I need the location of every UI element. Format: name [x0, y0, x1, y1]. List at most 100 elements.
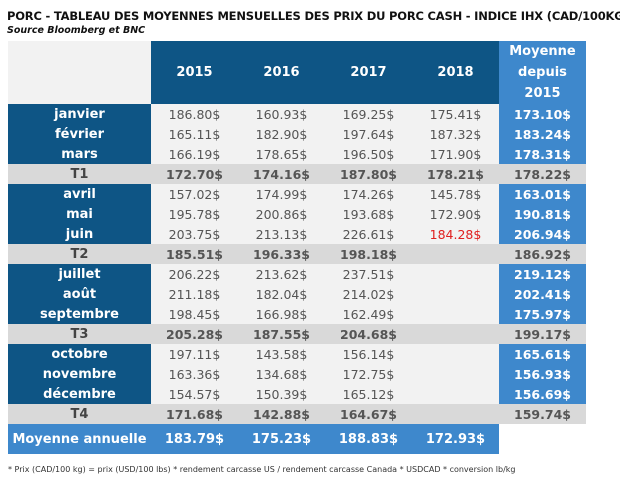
value-cell: 184.28$ — [412, 224, 499, 244]
value-cell: 165.12$ — [325, 384, 412, 404]
month-row: mai 195.78$ 200.86$ 193.68$ 172.90$ 190.81$ — [8, 204, 586, 224]
value-cell: 174.99$ — [238, 184, 325, 204]
row-label: septembre — [8, 304, 151, 324]
month-row: avril 157.02$ 174.99$ 174.26$ 145.78$ 163.01$ — [8, 184, 586, 204]
annual-average-row: Moyenne annuelle 183.79$ 175.23$ 188.83$ 172… — [8, 424, 586, 454]
value-cell — [412, 304, 499, 324]
footnote: * Prix (CAD/100 kg) = prix (USD/100 lbs)… — [8, 465, 516, 474]
value-cell: 200.86$ — [238, 204, 325, 224]
value-cell: 171.68$ — [151, 404, 238, 424]
header-year: 2018 — [412, 41, 499, 104]
average-cell: 219.12$ — [499, 264, 586, 284]
value-cell: 213.62$ — [238, 264, 325, 284]
value-cell: 178.21$ — [412, 164, 499, 184]
row-label: T4 — [8, 404, 151, 424]
value-cell — [412, 284, 499, 304]
header-year: 2016 — [238, 41, 325, 104]
value-cell: 156.14$ — [325, 344, 412, 364]
source-note: Source Bloomberg et BNC — [7, 25, 146, 36]
average-cell: 190.81$ — [499, 204, 586, 224]
average-cell: 163.01$ — [499, 184, 586, 204]
row-label: octobre — [8, 344, 151, 364]
value-cell: 193.68$ — [325, 204, 412, 224]
value-cell: 178.65$ — [238, 144, 325, 164]
value-cell: 142.88$ — [238, 404, 325, 424]
row-label: juillet — [8, 264, 151, 284]
quarter-row: T3 205.28$ 187.55$ 204.68$ 199.17$ — [8, 324, 586, 344]
value-cell: 165.11$ — [151, 124, 238, 144]
value-cell: 174.26$ — [325, 184, 412, 204]
value-cell: 198.18$ — [325, 244, 412, 264]
value-cell: 205.28$ — [151, 324, 238, 344]
row-label: décembre — [8, 384, 151, 404]
row-label: août — [8, 284, 151, 304]
average-cell: 156.69$ — [499, 384, 586, 404]
value-cell: 160.93$ — [238, 104, 325, 124]
month-row: décembre 154.57$ 150.39$ 165.12$ 156.69$ — [8, 384, 586, 404]
average-cell: 202.41$ — [499, 284, 586, 304]
price-table: 2015 2016 2017 2018 Moyenne depuis 2015 … — [8, 41, 586, 454]
month-row: novembre 163.36$ 134.68$ 172.75$ 156.93$ — [8, 364, 586, 384]
header-year: 2017 — [325, 41, 412, 104]
value-cell: 157.02$ — [151, 184, 238, 204]
value-cell: 172.75$ — [325, 364, 412, 384]
value-cell: 166.19$ — [151, 144, 238, 164]
value-cell: 226.61$ — [325, 224, 412, 244]
value-cell: 174.16$ — [238, 164, 325, 184]
row-label: T1 — [8, 164, 151, 184]
value-cell: 143.58$ — [238, 344, 325, 364]
page-title: PORC - TABLEAU DES MOYENNES MENSUELLES D… — [7, 9, 620, 23]
value-cell: 182.04$ — [238, 284, 325, 304]
row-label: février — [8, 124, 151, 144]
header-average: Moyenne depuis 2015 — [499, 41, 586, 104]
value-cell: 172.70$ — [151, 164, 238, 184]
average-cell: 159.74$ — [499, 404, 586, 424]
value-cell — [412, 404, 499, 424]
value-cell: 169.25$ — [325, 104, 412, 124]
value-cell: 164.67$ — [325, 404, 412, 424]
value-cell: 186.80$ — [151, 104, 238, 124]
row-label: janvier — [8, 104, 151, 124]
value-cell: 197.64$ — [325, 124, 412, 144]
value-cell: 187.80$ — [325, 164, 412, 184]
quarter-row: T1 172.70$ 174.16$ 187.80$ 178.21$ 178.22$ — [8, 164, 586, 184]
month-row: août 211.18$ 182.04$ 214.02$ 202.41$ — [8, 284, 586, 304]
average-cell: 178.22$ — [499, 164, 586, 184]
value-cell — [412, 384, 499, 404]
value-cell: 203.75$ — [151, 224, 238, 244]
value-cell: 187.32$ — [412, 124, 499, 144]
quarter-row: T4 171.68$ 142.88$ 164.67$ 159.74$ — [8, 404, 586, 424]
value-cell — [412, 364, 499, 384]
value-cell: 206.22$ — [151, 264, 238, 284]
average-cell: 156.93$ — [499, 364, 586, 384]
value-cell: 150.39$ — [238, 384, 325, 404]
value-cell: 134.68$ — [238, 364, 325, 384]
month-row: janvier 186.80$ 160.93$ 169.25$ 175.41$ 173.1… — [8, 104, 586, 124]
value-cell: 211.18$ — [151, 284, 238, 304]
annual-value: 175.23$ — [238, 424, 325, 454]
month-row: mars 166.19$ 178.65$ 196.50$ 171.90$ 178.31$ — [8, 144, 586, 164]
value-cell: 162.49$ — [325, 304, 412, 324]
value-cell — [412, 264, 499, 284]
value-cell: 214.02$ — [325, 284, 412, 304]
value-cell: 197.11$ — [151, 344, 238, 364]
average-cell: 165.61$ — [499, 344, 586, 364]
value-cell: 198.45$ — [151, 304, 238, 324]
value-cell: 195.78$ — [151, 204, 238, 224]
month-row: juin 203.75$ 213.13$ 226.61$ 184.28$ 206.94$ — [8, 224, 586, 244]
value-cell: 166.98$ — [238, 304, 325, 324]
value-cell — [412, 344, 499, 364]
value-cell: 187.55$ — [238, 324, 325, 344]
header-row: 2015 2016 2017 2018 Moyenne depuis 2015 — [8, 41, 586, 104]
row-label: juin — [8, 224, 151, 244]
value-cell: 171.90$ — [412, 144, 499, 164]
average-cell: 186.92$ — [499, 244, 586, 264]
value-cell: 182.90$ — [238, 124, 325, 144]
row-label: mai — [8, 204, 151, 224]
row-label: T2 — [8, 244, 151, 264]
value-cell: 185.51$ — [151, 244, 238, 264]
annual-value: 172.93$ — [412, 424, 499, 454]
value-cell: 175.41$ — [412, 104, 499, 124]
average-cell: 199.17$ — [499, 324, 586, 344]
average-cell: 175.97$ — [499, 304, 586, 324]
